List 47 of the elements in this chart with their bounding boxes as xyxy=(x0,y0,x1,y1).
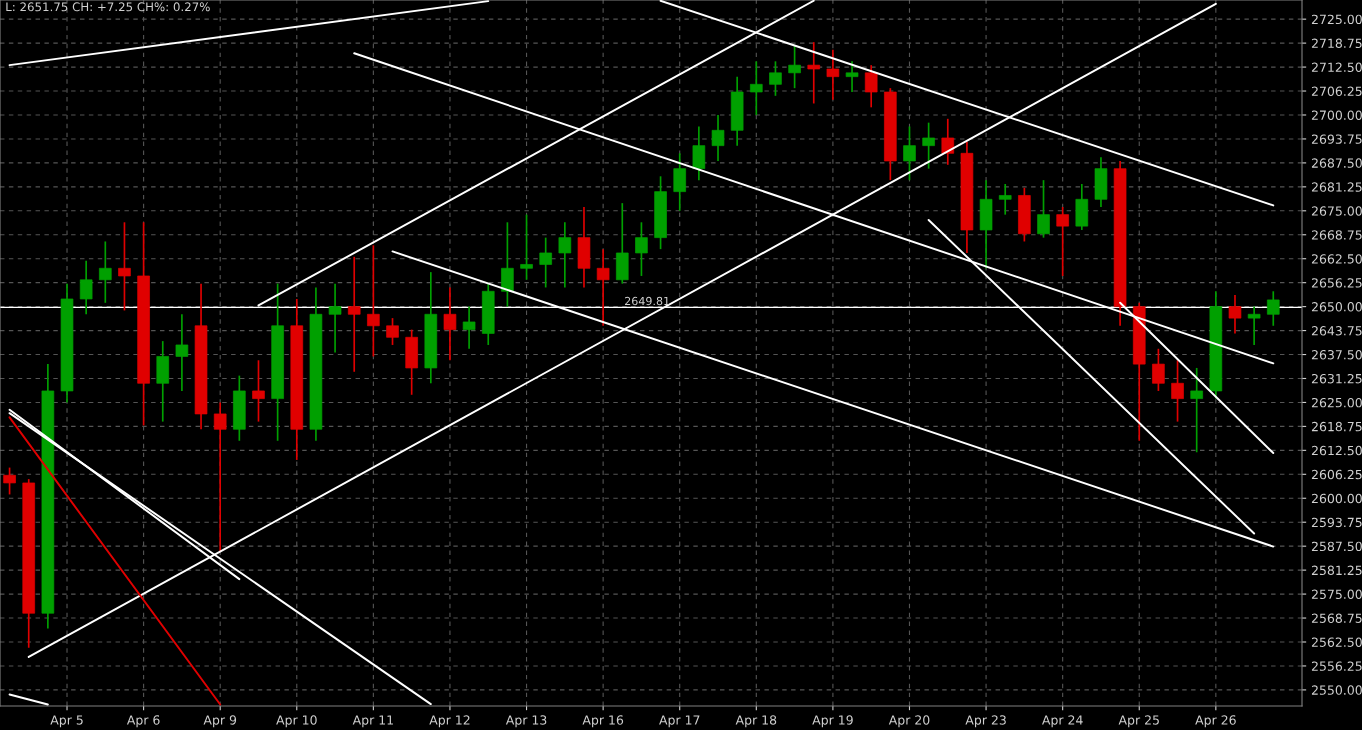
y-tick-label: 2712.50 xyxy=(1311,62,1362,72)
x-tick-label: Apr 23 xyxy=(965,715,1006,728)
x-tick-label: Apr 24 xyxy=(1042,715,1083,728)
x-tick-label: Apr 17 xyxy=(659,715,700,728)
chart-title: L: 2651.75 CH: +7.25 CH%: 0.27% xyxy=(6,2,210,12)
x-tick-label: Apr 13 xyxy=(505,715,547,728)
y-tick-label: 2568.75 xyxy=(1311,613,1362,623)
y-tick-label: 2606.25 xyxy=(1311,469,1362,480)
y-tick-label: 2650.00 xyxy=(1311,302,1362,312)
y-tick-label: 2693.75 xyxy=(1311,134,1362,144)
x-tick-label: Apr 10 xyxy=(276,715,317,728)
y-tick-label: 2556.25 xyxy=(1311,661,1362,671)
y-tick-label: 2700.00 xyxy=(1311,110,1362,120)
x-tick-label: Apr 12 xyxy=(429,715,470,728)
x-tick-label: Apr 9 xyxy=(203,715,237,728)
y-tick-label: 2631.25 xyxy=(1311,373,1362,384)
y-tick-label: 2681.25 xyxy=(1311,182,1362,192)
x-tick-label: Apr 26 xyxy=(1195,715,1236,728)
y-tick-label: 2656.25 xyxy=(1311,278,1362,288)
y-tick-label: 2687.50 xyxy=(1311,158,1362,168)
x-tick-label: Apr 25 xyxy=(1118,715,1159,728)
y-tick-label: 2600.00 xyxy=(1311,493,1362,504)
y-tick-label: 2662.50 xyxy=(1311,254,1362,264)
ref-line-label: 2649.81 xyxy=(624,296,670,306)
x-tick-label: Apr 18 xyxy=(735,715,777,728)
y-tick-label: 2562.50 xyxy=(1311,637,1362,647)
y-tick-label: 2612.50 xyxy=(1311,445,1362,456)
y-tick-label: 2725.00 xyxy=(1311,14,1362,25)
y-tick-label: 2625.00 xyxy=(1311,397,1362,408)
y-tick-label: 2581.25 xyxy=(1311,565,1362,576)
y-tick-label: 2587.50 xyxy=(1311,541,1362,552)
x-tick-label: Apr 20 xyxy=(888,715,930,728)
y-tick-label: 2675.00 xyxy=(1311,206,1362,216)
x-tick-label: Apr 6 xyxy=(126,715,160,728)
y-tick-label: 2643.75 xyxy=(1311,326,1362,336)
y-tick-label: 2550.00 xyxy=(1311,685,1362,695)
y-tick-label: 2618.75 xyxy=(1311,421,1362,432)
y-tick-label: 2637.50 xyxy=(1311,350,1362,360)
x-tick-label: Apr 5 xyxy=(50,715,83,728)
y-tick-label: 2668.75 xyxy=(1311,230,1362,240)
x-tick-label: Apr 19 xyxy=(812,715,853,728)
y-tick-label: 2593.75 xyxy=(1311,517,1362,528)
y-tick-label: 2718.75 xyxy=(1311,38,1362,49)
x-tick-label: Apr 16 xyxy=(582,715,624,728)
y-tick-label: 2575.00 xyxy=(1311,589,1362,600)
x-tick-label: Apr 11 xyxy=(352,715,393,728)
y-tick-label: 2706.25 xyxy=(1311,86,1362,96)
